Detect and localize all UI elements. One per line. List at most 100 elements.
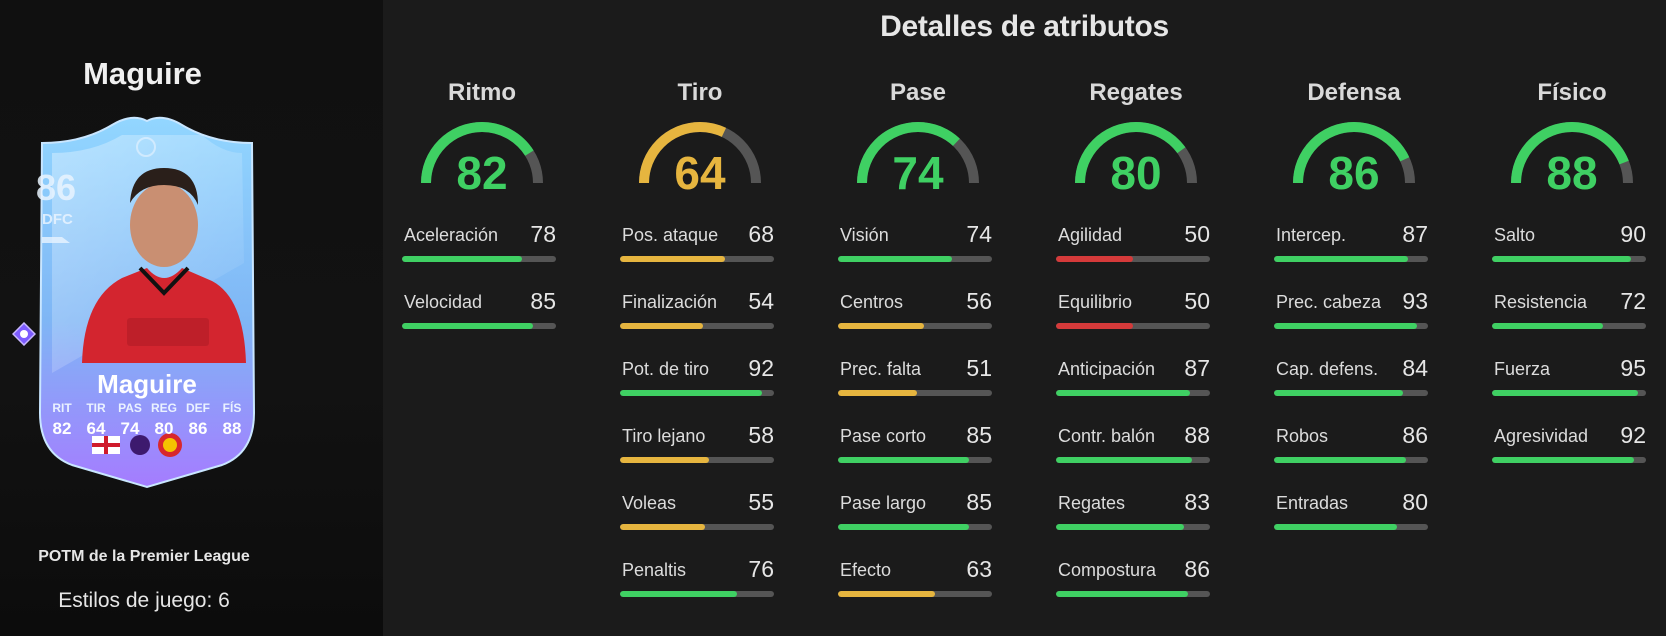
stat-bar-track	[1056, 457, 1210, 463]
stat-label: Efecto	[840, 560, 892, 580]
stat-value: 50	[1184, 221, 1210, 247]
stat-row: Cap. defens. 84	[1274, 355, 1434, 399]
card-stat-values: 82 64 74 80 86 88	[45, 419, 249, 439]
stat-bar-fill	[838, 256, 952, 262]
stat-bar-track	[1492, 323, 1646, 329]
player-photo	[82, 168, 246, 363]
stat-row: Robos 86	[1274, 422, 1434, 466]
stat-value: 87	[1184, 355, 1210, 381]
stat-label: Centros	[840, 292, 904, 312]
stat-bar-fill	[1274, 323, 1418, 329]
card-position: DFC	[42, 211, 73, 228]
stat-row: Penaltis 76	[620, 556, 780, 600]
attribute-column: Regates 80 Agilidad 50 Equilibrio 50 Anticipac…	[1056, 0, 1216, 636]
attribute-category-title: Pase	[889, 79, 947, 106]
stat-value: 93	[1402, 288, 1428, 314]
stat-row: Intercep. 87	[1274, 221, 1434, 265]
stat-row: Velocidad 85	[402, 288, 562, 332]
stat-row: Resistencia 72	[1492, 288, 1652, 332]
stat-bar-track	[1274, 390, 1428, 396]
attribute-category-value: 88	[1546, 147, 1598, 199]
stat-bar-fill	[620, 323, 704, 329]
stat-bar-track	[838, 390, 992, 396]
stat-label: Anticipación	[1058, 359, 1156, 379]
stat-bar-track	[1274, 256, 1428, 262]
stat-bar-fill	[838, 390, 917, 396]
stat-row: Centros 56	[838, 288, 998, 332]
stat-bar-fill	[1274, 457, 1407, 463]
stat-value: 50	[1184, 288, 1210, 314]
stat-label: Tiro lejano	[622, 426, 706, 446]
stat-value: 58	[748, 422, 774, 448]
stat-label: Aceleración	[404, 225, 499, 245]
stat-bar-fill	[1274, 256, 1408, 262]
stat-row: Prec. falta 51	[838, 355, 998, 399]
card-stat-labels: RIT TIR PAS REG DEF FÍS	[45, 401, 249, 415]
stat-bar-fill	[838, 524, 969, 530]
stat-bar-fill	[1056, 390, 1190, 396]
stat-value: 95	[1620, 355, 1646, 381]
stat-bar-track	[1274, 323, 1428, 329]
stat-row: Agresividad 92	[1492, 422, 1652, 466]
card-stat-value: 86	[188, 419, 208, 438]
stat-value: 78	[530, 221, 556, 247]
attribute-category-value: 82	[456, 147, 508, 199]
stat-value: 68	[748, 221, 774, 247]
stat-bar-fill	[838, 323, 925, 329]
stat-bar-track	[402, 256, 556, 262]
stat-bar-track	[1492, 256, 1646, 262]
attribute-category-title: Regates	[1089, 79, 1183, 106]
stat-value: 84	[1402, 355, 1428, 381]
stat-label: Resistencia	[1494, 292, 1588, 312]
card-stat-label: RIT	[52, 401, 72, 415]
stat-row: Voleas 55	[620, 489, 780, 533]
stat-value: 72	[1620, 288, 1646, 314]
card-stat-value: 74	[120, 419, 140, 438]
stat-bar-fill	[620, 457, 710, 463]
stat-bar-track	[1056, 323, 1210, 329]
stat-label: Agilidad	[1058, 225, 1123, 245]
stat-bar-fill	[1056, 524, 1184, 530]
stat-label: Velocidad	[404, 292, 483, 312]
stat-label: Voleas	[622, 493, 677, 513]
stat-bar-track	[402, 323, 556, 329]
attribute-gauge	[1293, 122, 1415, 184]
stat-bar-track	[620, 256, 774, 262]
page-title: Detalles de atributos	[880, 10, 1169, 43]
player-panel: Maguire	[0, 0, 383, 636]
stat-label: Compostura	[1058, 560, 1157, 580]
stat-row: Contr. balón 88	[1056, 422, 1216, 466]
playstyles-count[interactable]: Estilos de juego: 6	[58, 589, 230, 612]
stat-bar-track	[1056, 591, 1210, 597]
stat-label: Entradas	[1276, 493, 1349, 513]
stat-label: Fuerza	[1494, 359, 1551, 379]
player-name: Maguire	[83, 56, 202, 91]
attribute-column: Ritmo 82 Aceleración 78 Velocidad 85	[402, 0, 562, 636]
stat-value: 90	[1620, 221, 1646, 247]
stat-bar-fill	[838, 457, 969, 463]
stat-value: 85	[966, 489, 992, 515]
stat-row: Anticipación 87	[1056, 355, 1216, 399]
stat-label: Penaltis	[622, 560, 687, 580]
attribute-column: Físico 88 Salto 90 Resistencia 72 Fuerza 95 Agre…	[1492, 0, 1652, 636]
stat-label: Intercep.	[1276, 225, 1347, 245]
stat-value: 56	[966, 288, 992, 314]
attribute-category-value: 80	[1110, 147, 1162, 199]
stat-value: 55	[748, 489, 774, 515]
attribute-category-value: 64	[674, 147, 726, 199]
stat-bar-fill	[1274, 390, 1404, 396]
attribute-category-title: Defensa	[1307, 79, 1401, 106]
stat-row: Salto 90	[1492, 221, 1652, 265]
stat-bar-fill	[620, 591, 738, 597]
stat-value: 76	[748, 556, 774, 582]
stat-bar-track	[838, 591, 992, 597]
stat-value: 85	[530, 288, 556, 314]
stat-bar-fill	[620, 256, 725, 262]
stat-value: 83	[1184, 489, 1210, 515]
stat-bar-fill	[402, 323, 533, 329]
player-card[interactable]: 86 DFC Maguire RIT TIR PAS REG DEF FÍS 8…	[22, 113, 272, 489]
gauge-fill	[857, 122, 979, 184]
stat-label: Salto	[1494, 225, 1536, 245]
gauge-fill	[1075, 122, 1197, 184]
card-stat-label: TIR	[86, 401, 106, 415]
